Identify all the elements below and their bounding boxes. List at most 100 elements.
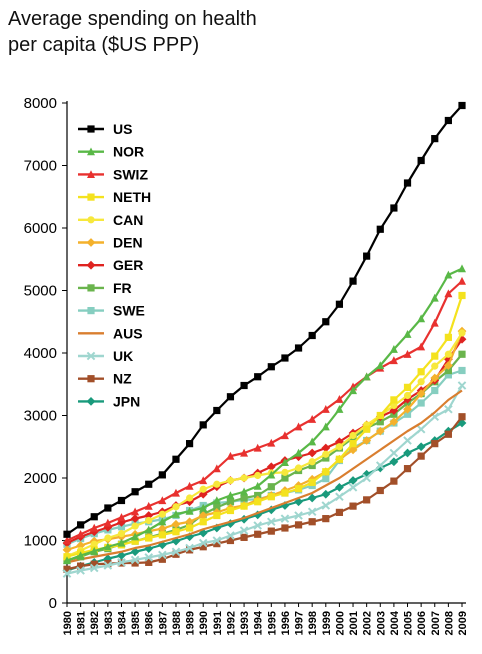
data-point-nz bbox=[363, 496, 371, 504]
data-point-uk bbox=[239, 526, 249, 535]
data-point-den bbox=[430, 373, 440, 383]
x-tick-label: 1994 bbox=[253, 610, 265, 635]
data-point-ger bbox=[198, 489, 208, 499]
data-point-swiz bbox=[430, 318, 439, 327]
data-point-den bbox=[443, 361, 453, 370]
data-point-neth bbox=[226, 506, 235, 515]
data-point-uk bbox=[267, 517, 276, 527]
data-point-nz bbox=[226, 536, 235, 545]
data-point-swiz bbox=[199, 476, 208, 485]
data-point-nz bbox=[431, 440, 439, 448]
data-point-ger bbox=[185, 497, 194, 507]
data-point-nz bbox=[403, 465, 412, 473]
legend-marker bbox=[87, 125, 95, 133]
x-axis-ticks: 1980 1981 1982 1983 1984 1985 1986 1987 1988 1989… bbox=[62, 603, 469, 635]
data-point-swiz bbox=[403, 350, 412, 358]
data-point-den bbox=[375, 426, 385, 436]
data-point-nor bbox=[212, 496, 221, 505]
data-point-uk bbox=[171, 547, 181, 557]
data-point-nz bbox=[390, 477, 398, 485]
data-point-us bbox=[444, 116, 452, 125]
data-point-us bbox=[172, 455, 180, 463]
data-point-swe bbox=[444, 371, 452, 379]
data-point-uk bbox=[158, 550, 167, 560]
data-point-us bbox=[349, 277, 357, 285]
data-point-nz bbox=[77, 562, 85, 570]
data-point-swiz bbox=[144, 501, 153, 510]
data-point-swiz bbox=[308, 415, 317, 423]
legend-marker bbox=[87, 170, 95, 178]
x-tick-label: 1998 bbox=[307, 611, 319, 635]
data-point-nz bbox=[417, 452, 425, 460]
data-point-fr bbox=[322, 454, 330, 462]
x-tick-label: 1989 bbox=[185, 611, 197, 635]
legend-item-aus: AUS bbox=[78, 325, 143, 341]
legend: US NOR SWIZ NETH CAN DEN GER FR SWE AUS UK NZ JPN bbox=[78, 121, 151, 409]
data-point-us bbox=[199, 421, 207, 429]
data-point-can bbox=[322, 450, 330, 458]
data-point-swiz bbox=[171, 488, 180, 497]
data-point-jpn bbox=[403, 448, 412, 458]
data-point-us bbox=[254, 373, 262, 381]
legend-label: NETH bbox=[113, 189, 151, 205]
data-point-uk bbox=[212, 536, 222, 545]
data-point-uk bbox=[89, 563, 99, 573]
data-point-nz bbox=[158, 555, 166, 563]
data-point-swiz bbox=[389, 356, 398, 365]
data-point-ger bbox=[266, 462, 276, 472]
data-point-can bbox=[117, 530, 126, 538]
data-point-swiz bbox=[185, 481, 194, 490]
legend-item-ger: GER bbox=[78, 257, 143, 273]
data-point-nor bbox=[63, 556, 71, 565]
data-point-can bbox=[403, 391, 412, 400]
legend-item-fr: FR bbox=[78, 280, 132, 296]
legend-item-swiz: SWIZ bbox=[78, 166, 148, 182]
data-point-can bbox=[240, 474, 248, 482]
x-tick-label: 1993 bbox=[239, 611, 251, 635]
data-point-can bbox=[294, 464, 303, 472]
data-point-us bbox=[213, 406, 221, 415]
data-point-neth bbox=[444, 333, 452, 341]
data-point-den bbox=[348, 445, 358, 455]
series-aus bbox=[66, 389, 463, 564]
data-point-uk bbox=[444, 404, 453, 414]
data-point-jpn bbox=[348, 476, 358, 485]
series-group bbox=[62, 101, 467, 578]
legend-marker bbox=[86, 260, 96, 270]
data-point-us bbox=[376, 225, 384, 233]
data-point-jpn bbox=[416, 442, 426, 452]
chart-title-line-2: per capita ($US PPP) bbox=[8, 34, 200, 56]
data-point-uk bbox=[103, 561, 113, 570]
data-point-jpn bbox=[375, 463, 385, 473]
data-point-can bbox=[254, 471, 262, 480]
data-point-us bbox=[335, 300, 344, 308]
x-tick-label: 1997 bbox=[294, 611, 306, 635]
data-point-nz bbox=[444, 430, 452, 438]
x-tick-label: 1996 bbox=[280, 611, 292, 635]
data-point-den bbox=[416, 389, 426, 399]
data-point-uk bbox=[416, 424, 426, 434]
data-point-jpn bbox=[307, 493, 317, 503]
data-point-swiz bbox=[417, 342, 426, 351]
data-point-swiz bbox=[76, 530, 85, 538]
data-point-den bbox=[171, 519, 181, 529]
data-point-nor bbox=[240, 487, 249, 496]
data-point-jpn bbox=[389, 457, 399, 467]
data-point-uk bbox=[307, 507, 317, 517]
chart-title-line-1: Average spending on health bbox=[8, 8, 257, 30]
data-point-can bbox=[335, 443, 344, 451]
data-point-can bbox=[417, 378, 425, 386]
x-tick-label: 1990 bbox=[198, 611, 210, 635]
data-point-neth bbox=[185, 524, 194, 532]
x-tick-label: 2009 bbox=[457, 611, 469, 635]
data-point-can bbox=[458, 329, 466, 337]
x-tick-label: 2002 bbox=[362, 611, 374, 635]
x-tick-label: 1980 bbox=[62, 611, 74, 635]
data-point-den bbox=[198, 511, 208, 520]
data-point-neth bbox=[349, 440, 357, 448]
y-tick-label: 2000 bbox=[24, 470, 57, 487]
legend-marker bbox=[87, 216, 95, 224]
legend-item-nz: NZ bbox=[78, 371, 132, 387]
data-point-neth bbox=[131, 537, 139, 545]
data-point-nz bbox=[199, 543, 207, 551]
